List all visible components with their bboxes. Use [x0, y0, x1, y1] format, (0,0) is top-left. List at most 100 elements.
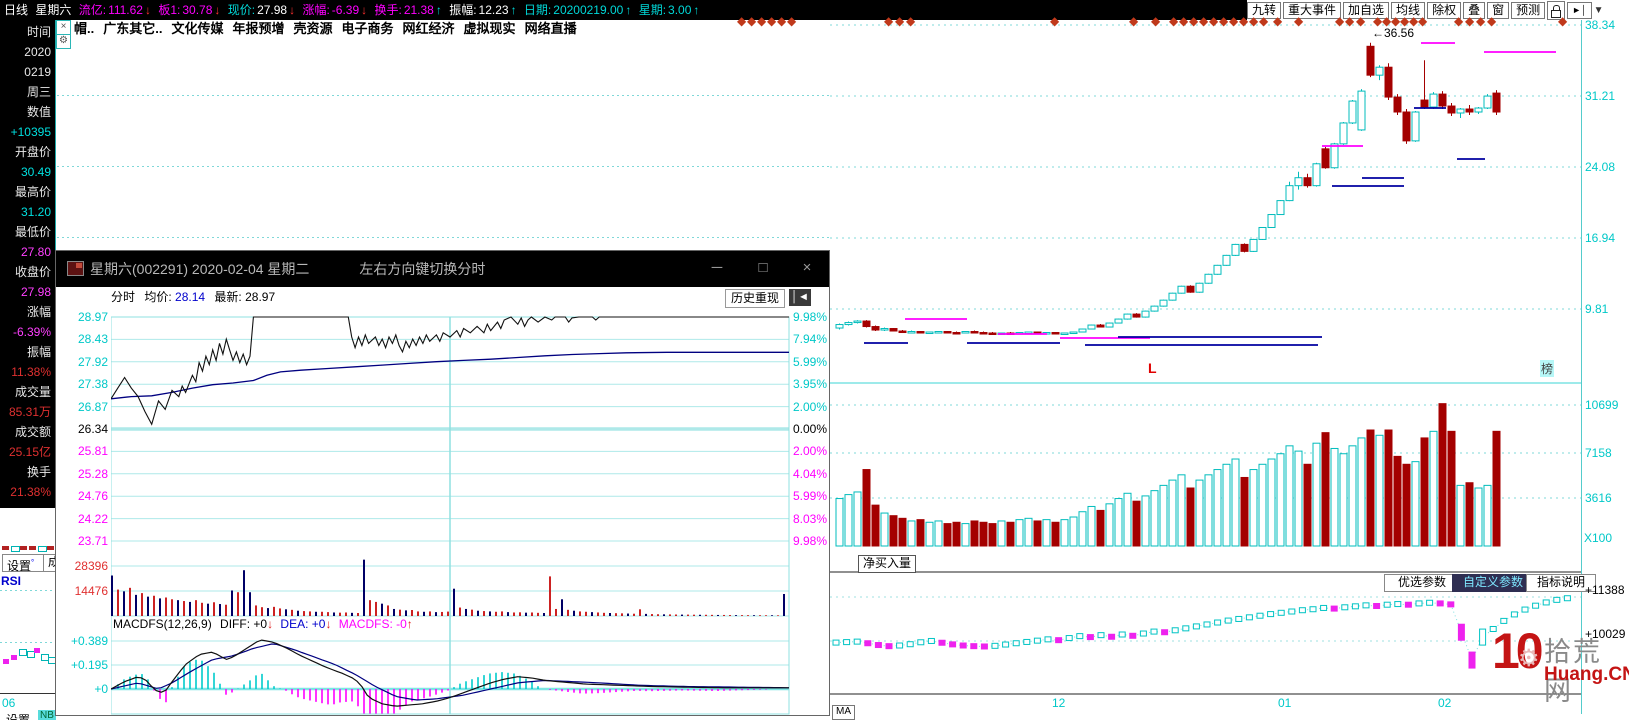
price-axis-label: 25.28: [77, 466, 108, 481]
avg-label: 均价:: [144, 290, 172, 304]
pct-axis-label: 5.99%: [793, 489, 828, 504]
toolbar-button-6[interactable]: 窗: [1487, 1, 1510, 19]
peak-annotation: ←36.56: [1372, 26, 1415, 40]
sidebar-row: 25.15亿: [8, 445, 51, 459]
pct-axis-label: 2.00%: [793, 399, 828, 414]
intraday-popup-window[interactable]: 星期六(002291) 2020-02-04 星期二 左右方向键切换分时 ─ □…: [55, 250, 830, 716]
tab-net-buy-volume[interactable]: 净买入量: [858, 555, 917, 573]
price-axis-label: 27.38: [77, 377, 108, 392]
last-label: 最新:: [214, 290, 242, 304]
bang-marker[interactable]: 榜: [1540, 360, 1555, 377]
close-icon[interactable]: ×: [56, 20, 71, 35]
toolbar-button-2[interactable]: 加自选: [1343, 1, 1390, 19]
minimize-button[interactable]: ─: [711, 259, 723, 276]
gridline: [57, 237, 830, 238]
concept-tag-2[interactable]: 文化传媒: [171, 21, 224, 36]
daily-volume-axis-label: 10699: [1585, 398, 1619, 412]
macd-macdfs: MACDFS: -0: [338, 617, 407, 631]
sidebar-row: 31.20: [20, 205, 51, 219]
replay-back-icon[interactable]: │◄: [789, 289, 811, 306]
site-logo: 10 ⚙ 拾荒网 Huang.CN: [1492, 618, 1629, 708]
toolbar-button-5[interactable]: 叠: [1463, 1, 1486, 19]
last-value: 28.97: [245, 290, 276, 304]
macd-axis-label: +0: [94, 682, 108, 696]
window-subtitle: 左右方向键切换分时: [359, 261, 486, 277]
x-axis-month-label: 12: [1052, 696, 1066, 710]
window-titlebar[interactable]: 星期六(002291) 2020-02-04 星期二 左右方向键切换分时 ─ □…: [56, 251, 829, 287]
logo-gear-icon: ⚙: [1518, 645, 1540, 672]
mini-candle: [38, 546, 47, 552]
sidebar-row: 涨幅: [26, 305, 51, 319]
sidebar-row: 30.49: [20, 165, 51, 179]
pct-axis-label: 7.94%: [793, 332, 828, 347]
price-axis-label: 24.22: [77, 511, 108, 526]
daily-price-axis-label: 16.94: [1585, 231, 1616, 245]
mode-label: 分时: [111, 290, 136, 304]
sidebar-row: 最高价: [14, 185, 51, 199]
concept-tag-0[interactable]: 帽..: [74, 21, 95, 36]
nb-tab[interactable]: NB: [38, 710, 56, 720]
gridline: [0, 590, 56, 591]
daily-kline-chart[interactable]: [830, 20, 1581, 714]
macd-title: MACDFS(12,26,9): [113, 617, 212, 631]
volume-axis-label: 14476: [74, 584, 108, 598]
price-axis-label: 25.81: [77, 444, 108, 459]
sidebar-row: 成交额: [14, 425, 51, 439]
toolbar-button-4[interactable]: 除权: [1427, 1, 1462, 19]
price-axis-line: [1581, 20, 1582, 714]
x-axis-month-label: 02: [1438, 696, 1452, 710]
price-axis-label: 28.43: [77, 332, 108, 347]
toolbar-button-3[interactable]: 均线: [1391, 1, 1426, 19]
toolbar-buttons: 九转 重大事件 加自选 均线 除权叠窗预测: [1247, 1, 1546, 19]
history-replay-button[interactable]: 历史重现: [724, 289, 785, 308]
sidebar-row: 收盘价: [14, 265, 51, 279]
chevron-down-icon[interactable]: ▼: [1593, 4, 1604, 16]
toolbar-button-1[interactable]: 重大事件: [1283, 1, 1342, 19]
maximize-button[interactable]: □: [758, 259, 768, 276]
concept-tag-3[interactable]: 年报预增: [232, 21, 285, 36]
tab-ma[interactable]: MA: [832, 705, 855, 720]
sidebar-row: 时间: [26, 25, 51, 39]
macd-axis-label: +0.195: [70, 658, 108, 672]
logo-name: 拾荒网: [1544, 637, 1602, 706]
tab-settings-2[interactable]: 设置: [6, 713, 31, 720]
concept-tag-8[interactable]: 网络直播: [524, 21, 577, 36]
concept-tag-1[interactable]: 广东其它..: [103, 21, 163, 36]
param-button-0[interactable]: 优选参数: [1384, 574, 1460, 592]
sidebar-row: +10395: [10, 125, 51, 139]
toolbar-button-7[interactable]: 预测: [1511, 1, 1546, 19]
lock-icon[interactable]: [1547, 0, 1566, 20]
concept-tag-4[interactable]: 壳资源: [293, 21, 333, 36]
pct-axis-label: 0.00%: [793, 422, 828, 436]
param-button-2[interactable]: 指标说明: [1526, 574, 1596, 592]
indicator-axis-label: +10029: [1585, 627, 1626, 641]
concept-tag-5[interactable]: 电子商务: [341, 21, 394, 36]
sidebar-row: 振幅: [26, 345, 51, 359]
jump-to-latest-icon[interactable]: ►│: [1567, 1, 1592, 19]
price-axis-label: 27.92: [77, 354, 108, 369]
logo-number: 10: [1492, 623, 1544, 679]
pct-axis-label: 5.99%: [793, 354, 828, 369]
gridline: [57, 95, 830, 96]
toolbar-button-0[interactable]: 九转: [1247, 1, 1282, 19]
concept-tag-7[interactable]: 虚拟现实: [463, 21, 516, 36]
mini-candle: [19, 649, 27, 656]
macd-axis-label: +0.389: [70, 634, 108, 648]
close-button[interactable]: ×: [802, 259, 812, 276]
mini-candle: [2, 546, 9, 550]
pct-axis-label: 3.95%: [793, 377, 828, 392]
sidebar-row: 开盘价: [14, 145, 51, 159]
axis-line: [0, 693, 56, 694]
window-icon: [67, 261, 84, 276]
intraday-chart[interactable]: [111, 313, 791, 715]
mini-candle: [3, 659, 9, 664]
param-button-1[interactable]: 自定义参数: [1452, 574, 1534, 592]
x-axis-month-label: 01: [1278, 696, 1292, 710]
mini-candle: [27, 651, 35, 658]
daily-volume-axis-label: 7158: [1585, 446, 1612, 460]
concept-tag-6[interactable]: 网红经济: [402, 21, 455, 36]
tab-settings[interactable]: 设置°: [2, 554, 48, 573]
gridline: [57, 166, 830, 167]
gear-icon[interactable]: ⚙: [56, 34, 71, 49]
